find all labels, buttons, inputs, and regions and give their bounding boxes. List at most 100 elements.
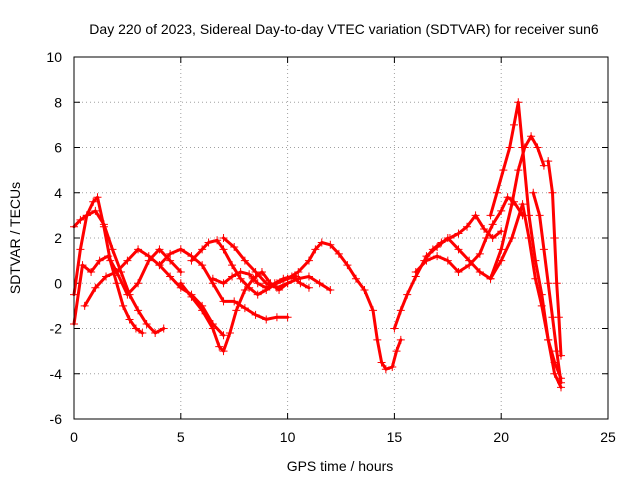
data-point [155,261,164,270]
data-point [497,206,506,215]
data-point [228,261,237,270]
data-point [245,270,254,279]
data-point [134,279,143,288]
data-point [232,306,241,315]
data-point [503,193,512,202]
data-point [76,215,85,224]
data-point [360,286,369,295]
data-point [104,252,113,261]
data-point [187,256,196,265]
data-point [535,211,544,220]
data-point [557,378,566,387]
x-tick-label: 0 [70,429,78,445]
data-point [108,245,117,254]
data-point [492,188,501,197]
data-point [166,256,175,265]
data-point [89,197,98,206]
series-track-16 [529,188,566,387]
series-trace [72,209,166,335]
data-point [228,272,237,281]
data-point [315,279,324,288]
data-point [240,304,249,313]
data-point [381,365,390,374]
data-point [76,245,85,254]
data-point [230,243,239,252]
series-trace [211,270,311,290]
data-point [176,267,185,276]
data-point [240,286,249,295]
data-point [396,306,405,315]
data-point [208,324,217,333]
data-point [480,224,489,233]
data-point [236,274,245,283]
data-point [343,261,352,270]
x-axis-label: GPS time / hours [287,458,394,474]
data-point [505,143,514,152]
data-point [557,351,566,360]
data-point [552,279,561,288]
data-point [533,143,542,152]
x-tick-label: 20 [493,429,509,445]
data-point [373,335,382,344]
data-point [102,272,111,281]
data-point [112,267,121,276]
data-point [334,249,343,258]
data-point [219,331,228,340]
x-tick-label: 25 [600,429,616,445]
y-axis-label: SDTVAR / TECUs [7,182,23,294]
series-trace [286,241,403,371]
x-tick-label: 5 [177,429,185,445]
series-trace [424,134,546,281]
data-point [208,274,217,283]
data-point [230,297,239,306]
data-point [155,245,164,254]
data-point [550,234,559,242]
data-point [497,227,506,236]
data-point [219,234,228,242]
y-tick-label: 2 [54,230,62,246]
y-tick-label: 0 [54,275,62,291]
series-track-17 [544,157,566,360]
data-point [166,249,175,258]
data-point [422,252,431,261]
series-track-15 [486,200,566,392]
data-point [123,290,132,299]
y-tick-labels: -6 -4 -2 0 2 4 6 8 10 [46,49,62,427]
data-point [544,157,553,166]
data-point [454,229,463,238]
data-point [486,274,495,283]
data-point [144,252,153,261]
series-track-9 [219,234,335,295]
data-point [488,220,497,229]
data-point [99,220,108,229]
data-point [198,306,207,315]
data-point [548,188,557,197]
data-series [70,98,566,392]
data-point [91,206,100,215]
data-point [187,292,196,301]
data-point [93,193,102,202]
data-point [392,347,401,356]
data-point [123,256,132,265]
data-point [198,261,207,270]
data-point [433,252,442,261]
data-point [219,297,228,306]
data-point [411,267,420,276]
data-point [482,234,491,242]
data-point [554,313,563,322]
data-point [326,286,335,295]
data-point [80,301,89,310]
x-tick-label: 15 [387,429,403,445]
data-point [219,245,228,254]
data-point [283,313,292,322]
data-point [539,245,548,254]
data-point [369,306,378,315]
series-trace [179,270,290,353]
data-point [294,274,303,283]
data-point [463,222,472,231]
data-point [475,267,484,276]
data-point [529,188,538,197]
data-point [240,256,249,265]
data-point [304,256,313,265]
series-track-4 [80,245,228,340]
